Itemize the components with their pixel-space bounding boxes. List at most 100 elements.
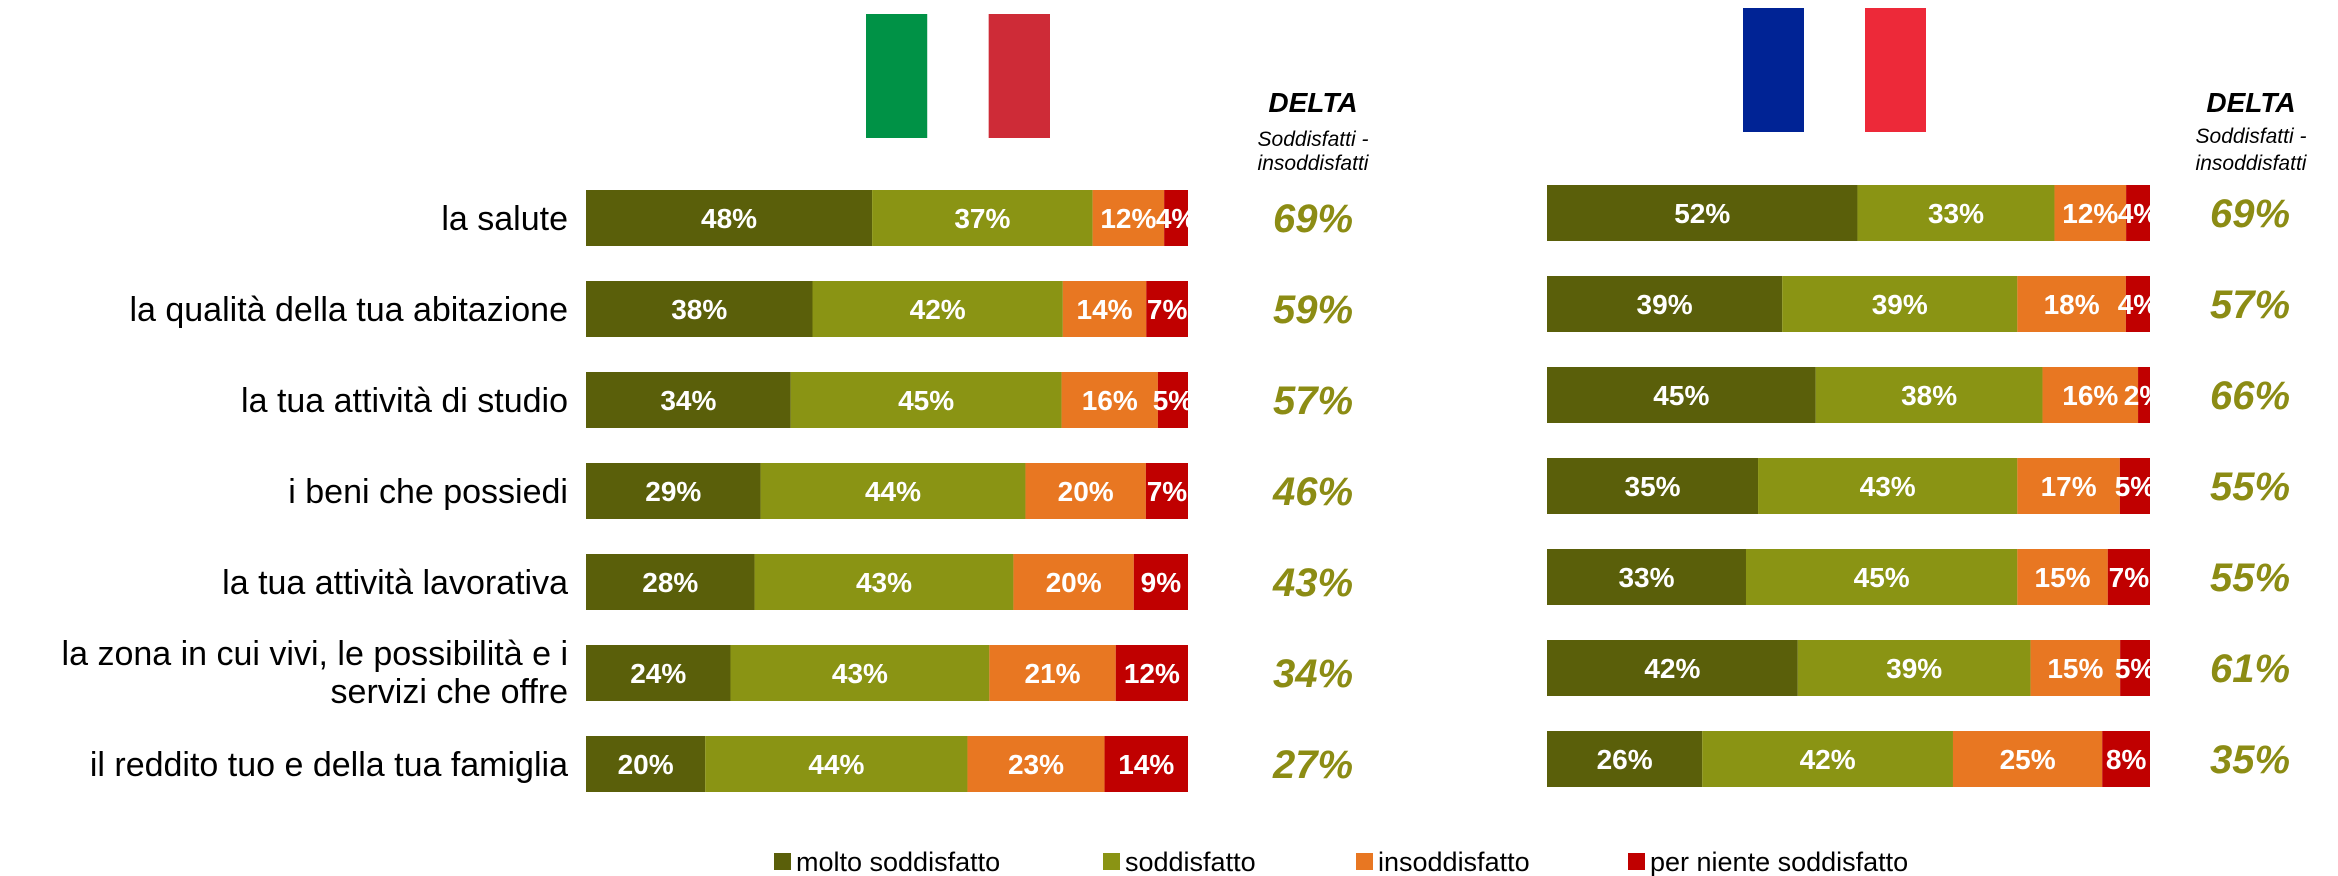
bar-value-label: 24%: [630, 658, 686, 689]
bar-segment: [1025, 463, 1146, 519]
bar-value-label: 25%: [2000, 744, 2056, 775]
legend-label: per niente soddisfatto: [1650, 847, 1908, 876]
france-flag-stripe: [1804, 8, 1865, 132]
bar-segment: [812, 281, 1063, 337]
bar-segment: [586, 645, 731, 701]
bar-value-label: 20%: [1046, 567, 1102, 598]
bar-value-label: 43%: [832, 658, 888, 689]
delta-value: 35%: [2210, 738, 2290, 782]
bar-segment: [1702, 731, 1953, 787]
bar-value-label: 29%: [645, 476, 701, 507]
category-label: la tua attività lavorativa: [222, 564, 568, 602]
delta-value: 69%: [2210, 192, 2290, 236]
bar-segment: [1157, 372, 1188, 428]
bar-value-label: 8%: [2106, 744, 2147, 775]
bar-segment: [1115, 645, 1188, 701]
delta-value: 59%: [1273, 288, 1353, 332]
bar-segment: [1547, 458, 1759, 514]
bar-value-label: 26%: [1597, 744, 1653, 775]
legend-swatch: [1103, 853, 1120, 870]
bar-value-label: 43%: [856, 567, 912, 598]
bar-segment: [1061, 372, 1158, 428]
delta-value: 27%: [1272, 743, 1353, 787]
bar-value-label: 42%: [1800, 744, 1856, 775]
bar-value-label: 43%: [1860, 471, 1916, 502]
bar-segment: [1952, 731, 2103, 787]
delta-header: DELTA: [2206, 87, 2295, 118]
delta-subtitle: insoddisfatti: [2196, 152, 2308, 175]
bar-segment: [2119, 458, 2150, 514]
bar-segment: [1013, 554, 1134, 610]
bar-value-label: 18%: [2044, 289, 2100, 320]
legend-swatch: [1356, 853, 1373, 870]
bar-segment: [2017, 458, 2120, 514]
bar-value-label: 45%: [1854, 562, 1910, 593]
bar-segment: [1857, 185, 2055, 241]
bar-value-label: 37%: [954, 203, 1010, 234]
france-flag-stripe: [1865, 8, 1926, 132]
bar-segment: [2125, 276, 2150, 332]
category-label: la qualità della tua abitazione: [129, 291, 568, 329]
bar-value-label: 28%: [642, 567, 698, 598]
bar-segment: [586, 463, 761, 519]
bar-value-label: 48%: [701, 203, 757, 234]
bar-value-label: 33%: [1618, 562, 1674, 593]
bar-value-label: 45%: [898, 385, 954, 416]
bar-value-label: 14%: [1118, 749, 1174, 780]
legend-label: molto soddisfatto: [796, 847, 1000, 876]
bar-segment: [790, 372, 1062, 428]
bar-value-label: 45%: [1653, 380, 1709, 411]
bar-value-label: 33%: [1928, 198, 1984, 229]
bar-segment: [2107, 549, 2150, 605]
bar-segment: [1547, 276, 1783, 332]
bar-segment: [1092, 190, 1165, 246]
delta-subtitle: Soddisfatti -: [1258, 128, 1369, 151]
bar-value-label: 4%: [2118, 198, 2159, 229]
france-flag-stripe: [1743, 8, 1804, 132]
category-label: la zona in cui vivi, le possibilità e i: [62, 635, 568, 673]
bar-value-label: 20%: [1058, 476, 1114, 507]
bar-value-label: 42%: [1644, 653, 1700, 684]
category-label: i beni che possiedi: [288, 473, 568, 511]
bar-value-label: 12%: [1124, 658, 1180, 689]
category-label: servizi che offre: [331, 673, 568, 711]
bar-value-label: 44%: [865, 476, 921, 507]
bar-segment: [2126, 185, 2150, 241]
bar-value-label: 38%: [671, 294, 727, 325]
bar-segment: [2017, 549, 2108, 605]
legend-label: soddisfatto: [1125, 847, 1256, 876]
category-label: la tua attività di studio: [241, 382, 568, 420]
bar-value-label: 20%: [618, 749, 674, 780]
bar-value-label: 2%: [2124, 380, 2165, 411]
bar-value-label: 4%: [1156, 203, 1197, 234]
bar-value-label: 14%: [1077, 294, 1133, 325]
bar-value-label: 7%: [1147, 476, 1188, 507]
delta-header: DELTA: [1268, 87, 1357, 118]
bar-value-label: 12%: [1100, 203, 1156, 234]
bar-segment: [2054, 185, 2127, 241]
delta-value: 55%: [2210, 465, 2290, 509]
bar-segment: [1782, 276, 2018, 332]
bar-value-label: 5%: [2115, 471, 2156, 502]
bar-segment: [1547, 367, 1816, 423]
delta-value: 66%: [2210, 374, 2290, 418]
delta-value: 69%: [1273, 197, 1353, 241]
bar-segment: [2017, 276, 2126, 332]
bar-value-label: 34%: [660, 385, 716, 416]
legend-swatch: [774, 853, 791, 870]
bar-value-label: 15%: [2035, 562, 2091, 593]
bar-value-label: 4%: [2118, 289, 2159, 320]
bar-segment: [1815, 367, 2043, 423]
bar-value-label: 39%: [1872, 289, 1928, 320]
delta-value: 57%: [2210, 283, 2290, 327]
bar-segment: [1146, 281, 1188, 337]
bar-value-label: 9%: [1141, 567, 1182, 598]
bar-segment: [730, 645, 990, 701]
bar-segment: [1547, 549, 1746, 605]
italy-flag-stripe: [927, 14, 989, 138]
bar-segment: [967, 736, 1105, 792]
bar-segment: [1145, 463, 1188, 519]
bar-segment: [2042, 367, 2139, 423]
bar-segment: [1745, 549, 2018, 605]
